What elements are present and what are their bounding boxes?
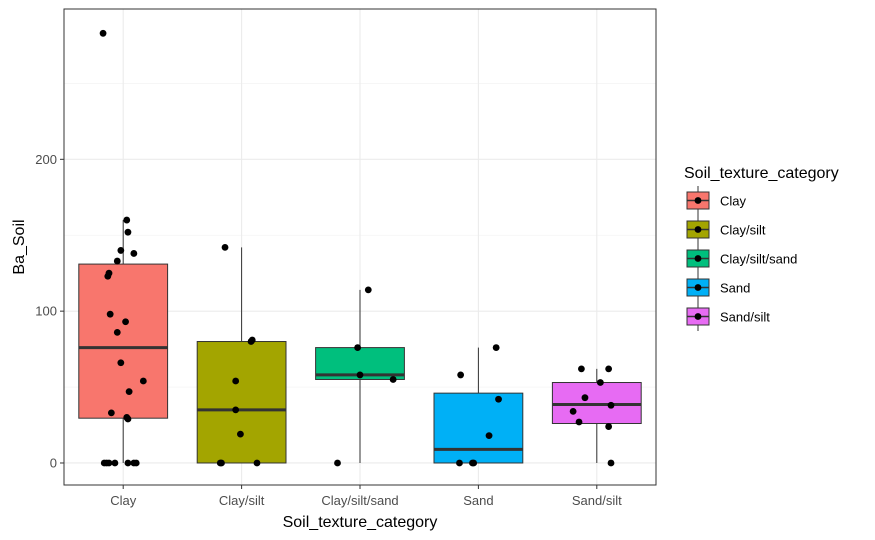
legend-key-point bbox=[694, 284, 702, 291]
data-point bbox=[139, 377, 147, 385]
legend-title: Soil_texture_category bbox=[684, 165, 839, 182]
data-point bbox=[578, 365, 585, 373]
data-point bbox=[221, 243, 229, 251]
data-point bbox=[117, 359, 125, 367]
y-tick-label: 0 bbox=[50, 455, 57, 470]
x-axis: Clay Clay/silt Clay/silt/sand Sand Sand/silt bbox=[110, 485, 622, 508]
data-point bbox=[247, 338, 255, 345]
data-point bbox=[457, 371, 465, 379]
legend-label: Sand bbox=[720, 281, 750, 296]
data-point bbox=[106, 310, 114, 318]
data-point bbox=[123, 216, 131, 224]
data-point bbox=[130, 459, 138, 467]
x-tick-label: Sand bbox=[463, 493, 493, 508]
legend-key-point bbox=[694, 255, 702, 262]
data-point bbox=[334, 459, 341, 467]
legend-key bbox=[686, 215, 710, 244]
legend-key bbox=[686, 186, 710, 215]
data-point bbox=[605, 423, 613, 430]
data-point bbox=[113, 257, 121, 265]
legend-label: Clay bbox=[720, 194, 747, 209]
data-point bbox=[124, 415, 132, 423]
data-point bbox=[354, 344, 362, 351]
legend-label: Sand/silt bbox=[720, 310, 770, 325]
data-point bbox=[117, 247, 125, 254]
data-point bbox=[389, 376, 397, 383]
data-point bbox=[232, 377, 240, 385]
legend-label: Clay/silt bbox=[720, 223, 766, 238]
data-point bbox=[111, 459, 119, 467]
data-point bbox=[596, 379, 604, 386]
y-tick-label: 200 bbox=[35, 152, 57, 167]
data-point bbox=[125, 388, 133, 396]
data-point bbox=[113, 329, 121, 336]
data-point bbox=[218, 459, 225, 467]
legend-key bbox=[686, 273, 710, 302]
x-tick-label: Sand/silt bbox=[572, 493, 622, 508]
boxes bbox=[78, 220, 642, 464]
box-clay-silt bbox=[196, 341, 287, 464]
data-point bbox=[124, 459, 132, 467]
data-point bbox=[232, 406, 240, 414]
data-point bbox=[607, 459, 615, 467]
data-point bbox=[104, 272, 112, 280]
y-tick-label: 100 bbox=[35, 304, 57, 319]
data-point bbox=[237, 430, 244, 438]
box-sand-silt bbox=[551, 382, 642, 425]
data-point bbox=[122, 318, 129, 326]
data-point bbox=[253, 459, 261, 467]
legend-key-point bbox=[694, 197, 702, 204]
data-point bbox=[569, 407, 577, 415]
data-point bbox=[124, 228, 132, 236]
legend-label: Clay/silt/sand bbox=[720, 252, 797, 267]
x-axis-title: Soil_texture_category bbox=[283, 514, 438, 531]
data-point bbox=[495, 395, 502, 403]
box-sand bbox=[433, 392, 524, 464]
data-point bbox=[485, 432, 493, 440]
x-tick-label: Clay/silt/sand bbox=[321, 493, 398, 508]
x-tick-label: Clay/silt bbox=[219, 493, 265, 508]
data-point bbox=[103, 459, 111, 467]
legend-key bbox=[686, 302, 710, 331]
data-point bbox=[456, 459, 463, 467]
data-point bbox=[364, 286, 372, 294]
box-clay bbox=[78, 263, 169, 419]
legend-key-point bbox=[694, 226, 702, 233]
points bbox=[99, 29, 615, 467]
data-point bbox=[575, 418, 583, 426]
legend: Soil_texture_category Clay Clay/silt Clay/… bbox=[684, 165, 839, 331]
data-point bbox=[130, 250, 138, 257]
data-point bbox=[356, 371, 364, 379]
data-point bbox=[107, 409, 115, 417]
data-point bbox=[605, 365, 613, 373]
data-point bbox=[581, 394, 589, 402]
y-axis-title: Ba_Soil bbox=[11, 219, 28, 274]
data-point bbox=[607, 401, 615, 409]
x-tick-label: Clay bbox=[110, 493, 137, 508]
data-point bbox=[492, 344, 500, 351]
y-axis: 0 100 200 bbox=[35, 152, 64, 470]
legend-key bbox=[686, 244, 710, 273]
data-point bbox=[99, 29, 107, 37]
legend-key-point bbox=[694, 313, 702, 320]
data-point bbox=[469, 459, 476, 467]
